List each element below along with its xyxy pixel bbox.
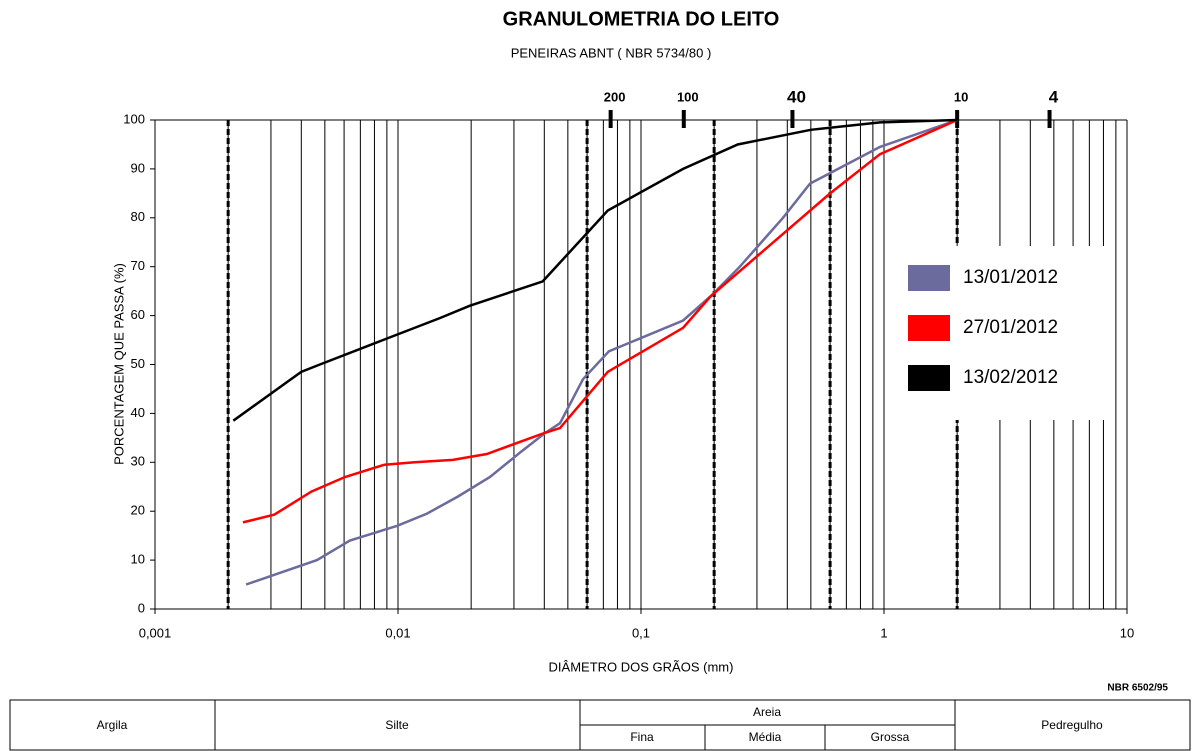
legend-swatch: [908, 315, 950, 341]
chart-title: GRANULOMETRIA DO LEITO: [503, 8, 780, 30]
sieve-label: 40: [787, 87, 806, 106]
x-tick-label: 10: [1120, 625, 1134, 640]
table-cell: Fina: [630, 730, 654, 744]
y-tick-label: 70: [131, 258, 145, 273]
table-cell: Pedregulho: [1041, 718, 1103, 732]
classification-table: Argila Silte Areia Fina Média Grossa Ped…: [9, 699, 1191, 751]
series-line: [245, 118, 958, 586]
legend-label: 27/01/2012: [963, 317, 1058, 338]
legend-label: 13/01/2012: [963, 267, 1058, 288]
series-line: [232, 118, 958, 422]
y-tick-label: 100: [123, 111, 145, 126]
x-axis-label: DIÂMETRO DOS GRÃOS (mm): [549, 659, 734, 674]
y-tick-label: 90: [131, 160, 145, 175]
sieve-label: 10: [954, 89, 968, 104]
sieve-label: 4: [1049, 87, 1059, 106]
y-tick-label: 80: [131, 209, 145, 224]
sieve-label: 200: [604, 89, 626, 104]
y-tick-label: 60: [131, 307, 145, 322]
x-tick-label: 1: [880, 625, 887, 640]
x-tick-label: 0,001: [139, 625, 172, 640]
x-tick-label: 0,1: [632, 625, 650, 640]
note: NBR 6502/95: [1107, 683, 1168, 694]
y-tick-label: 50: [131, 356, 145, 371]
chart-subtitle: PENEIRAS ABNT ( NBR 5734/80 ): [511, 45, 712, 60]
y-axis-label: PORCENTAGEM QUE PASSA (%): [111, 263, 126, 465]
table-cell: Areia: [753, 705, 781, 719]
sieve-label: 100: [677, 89, 699, 104]
legend-label: 13/02/2012: [963, 367, 1058, 388]
y-tick-label: 40: [131, 405, 145, 420]
table-border: [9, 699, 1191, 751]
legend-swatch: [908, 365, 950, 391]
y-tick-label: 20: [131, 503, 145, 518]
table-cell: Média: [749, 730, 782, 744]
series-line: [242, 118, 958, 524]
table-cell: Grossa: [871, 730, 910, 744]
y-tick-label: 10: [131, 552, 145, 567]
y-tick-label: 30: [131, 454, 145, 469]
legend: 13/01/2012 27/01/2012 13/02/2012: [898, 246, 1106, 420]
y-tick-label: 0: [138, 600, 145, 615]
table-cell: Silte: [385, 718, 409, 732]
table-cell: Argila: [97, 718, 128, 732]
legend-swatch: [908, 265, 950, 291]
x-tick-label: 0,01: [385, 625, 410, 640]
